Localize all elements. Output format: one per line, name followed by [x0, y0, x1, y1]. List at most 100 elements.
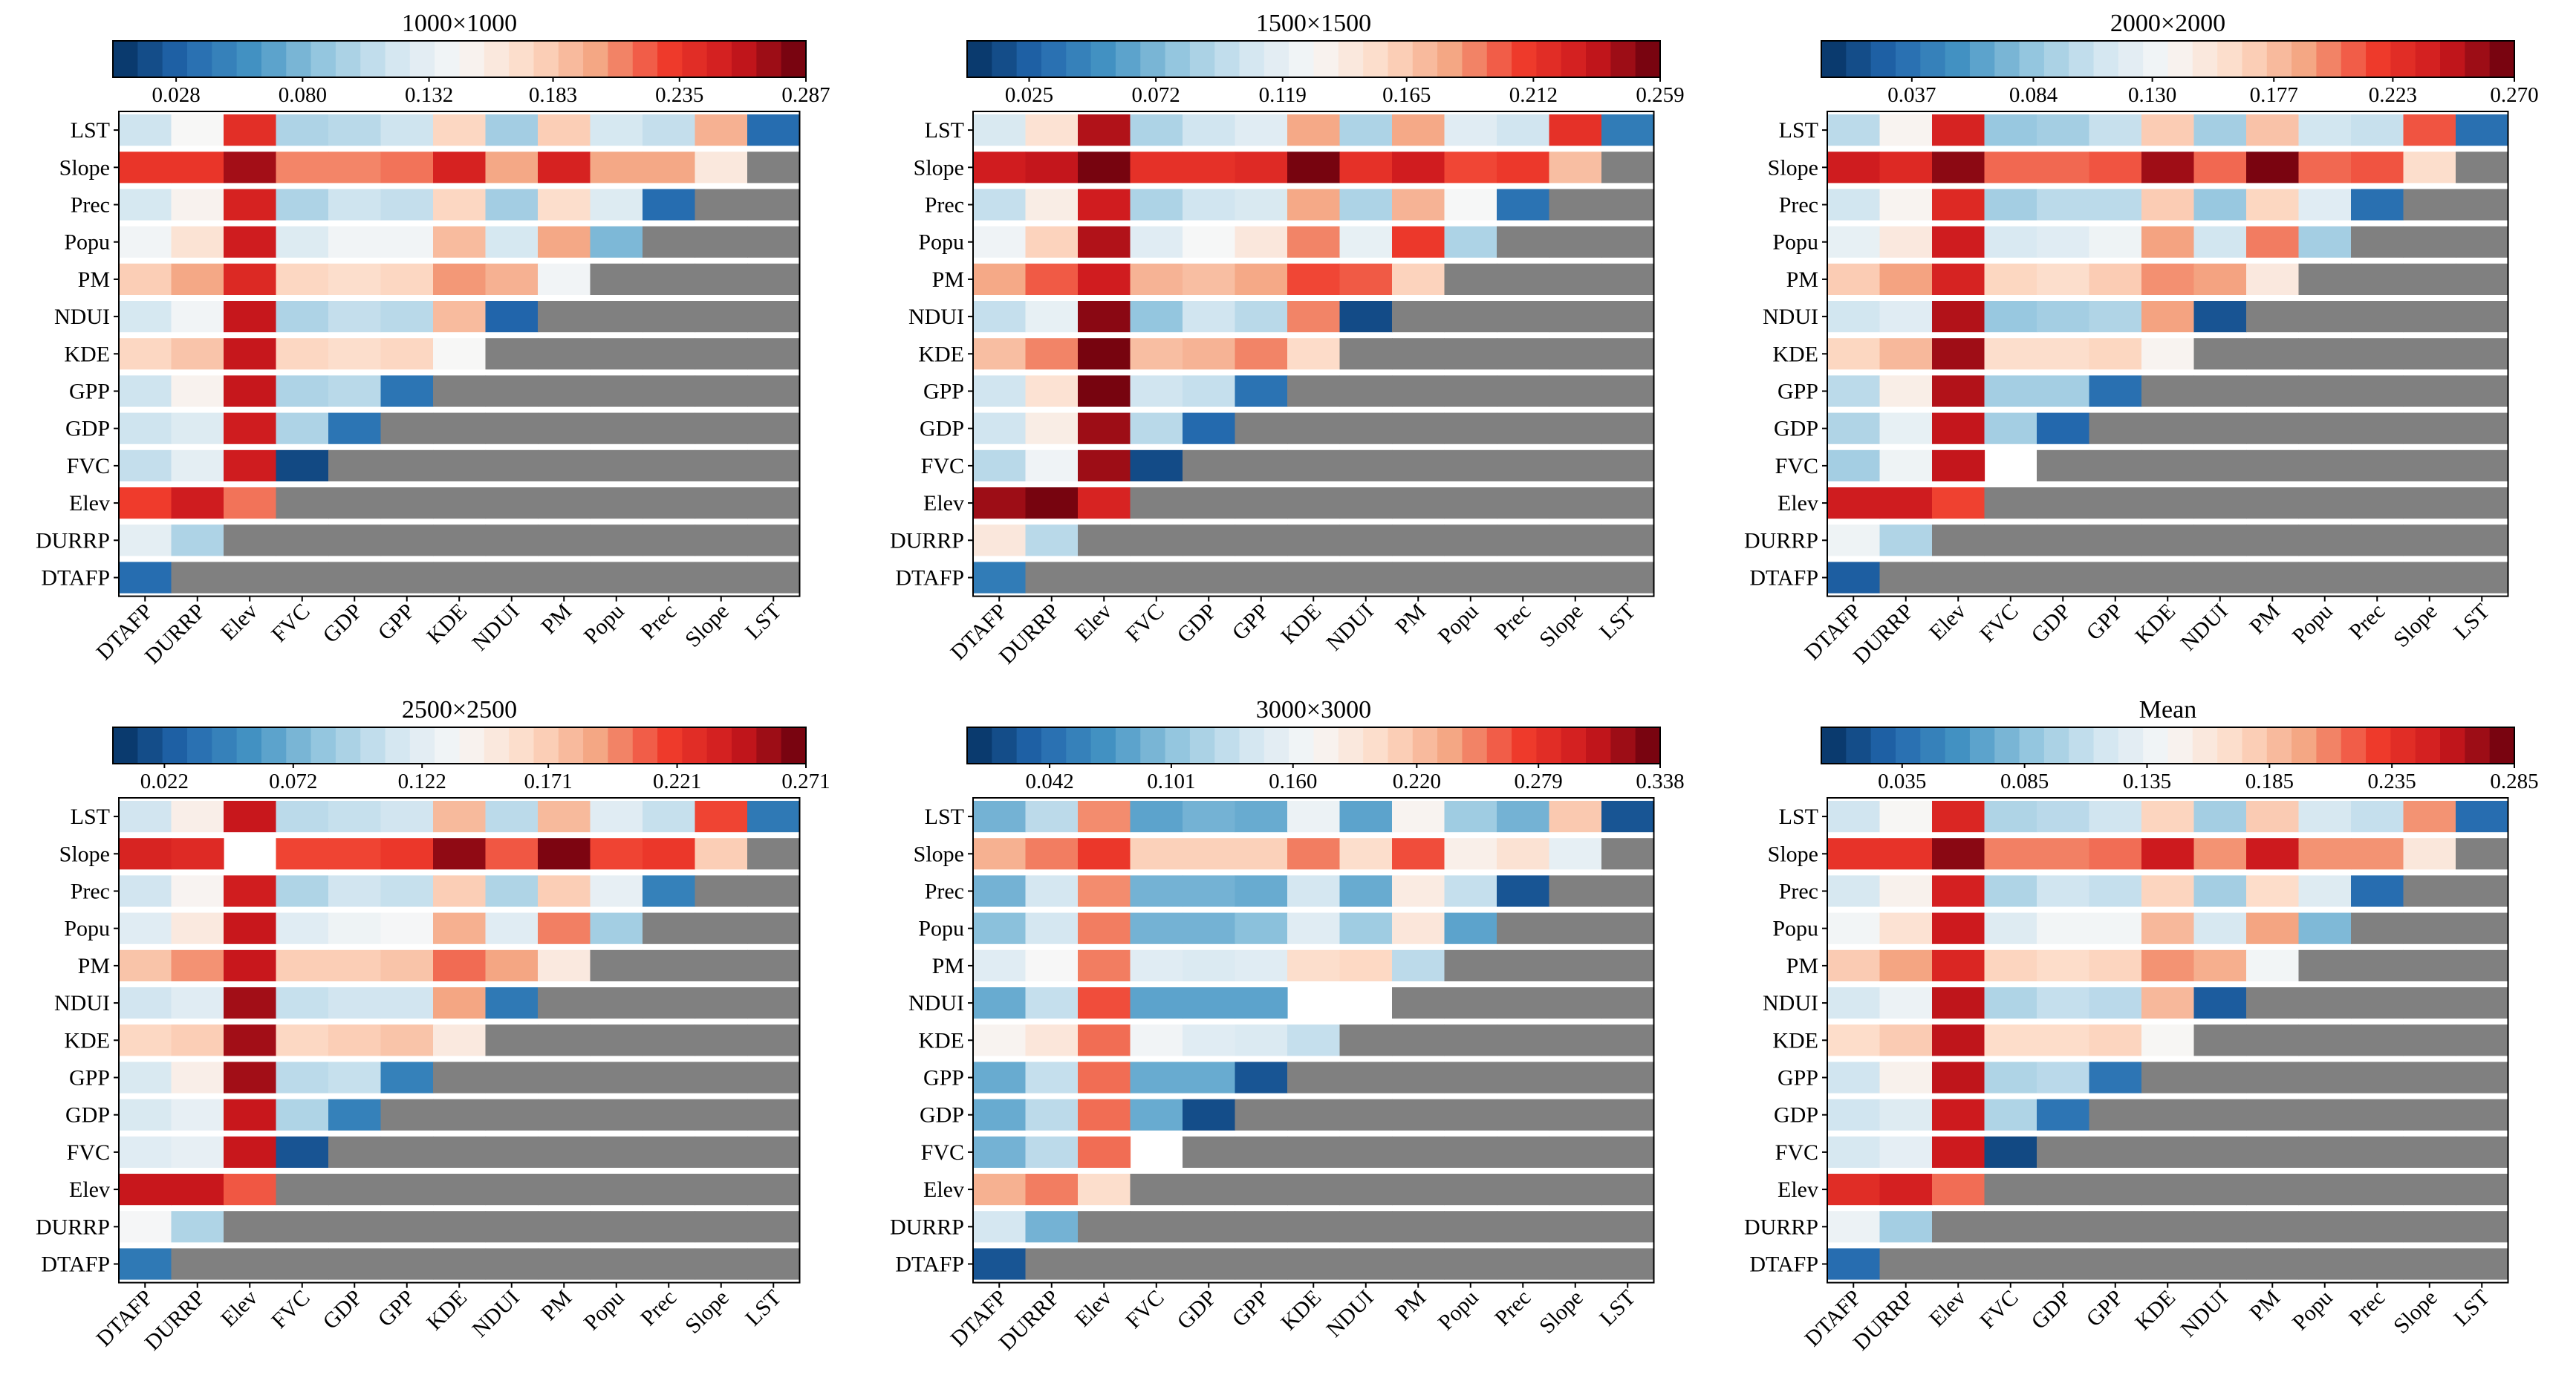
heatmap-cell: [1025, 524, 1079, 556]
masked-cell: [695, 263, 748, 295]
colorbar-segment: [2019, 727, 2045, 764]
heatmap-cell: [1879, 338, 1933, 370]
masked-cell: [538, 1136, 591, 1168]
masked-cell: [328, 1174, 382, 1206]
heatmap-cell: [2298, 801, 2352, 833]
y-tick-label: NDUI: [1763, 305, 1818, 329]
heatmap-cell: [171, 801, 224, 833]
x-tick-label: Popu: [579, 599, 629, 649]
masked-cell: [1130, 1248, 1183, 1280]
masked-cell: [2037, 562, 2090, 594]
masked-cell: [2403, 875, 2456, 907]
x-tick-label: Slope: [680, 1285, 734, 1339]
heatmap-cell: [433, 801, 487, 833]
heatmap-cell: [2037, 263, 2090, 295]
masked-cell: [1549, 912, 1602, 944]
heatmap-cell: [1392, 189, 1445, 221]
masked-cell: [2089, 1248, 2142, 1280]
heatmap-cell: [485, 838, 539, 870]
heatmap-cell: [328, 1062, 382, 1094]
heatmap-cell: [276, 412, 329, 444]
masked-cell: [1183, 1248, 1236, 1280]
masked-cell: [695, 189, 748, 221]
heatmap-cell: [1984, 375, 2037, 407]
masked-cell: [2141, 562, 2195, 594]
masked-cell: [590, 1062, 643, 1094]
heatmap-cell: [328, 226, 382, 258]
masked-cell: [2193, 338, 2247, 370]
masked-cell: [643, 524, 696, 556]
colorbar-segment: [732, 41, 757, 77]
masked-cell: [2403, 949, 2456, 981]
colorbar-frame: [112, 40, 807, 78]
masked-cell: [1601, 338, 1655, 370]
masked-cell: [1549, 189, 1602, 221]
y-tick-label: GDP: [65, 417, 110, 441]
masked-cell: [643, 1174, 696, 1206]
x-tick-label: Popu: [1434, 1285, 1483, 1335]
masked-cell: [538, 487, 591, 519]
heatmap-cell: [1183, 801, 1236, 833]
heatmap-cell: [1549, 114, 1602, 146]
colorbar-segment: [657, 41, 683, 77]
heatmap-cell: [1827, 114, 1881, 146]
colorbar-segment: [1115, 41, 1141, 77]
masked-cell: [538, 1099, 591, 1131]
heatmap-cell: [747, 801, 801, 833]
y-tick-label: Prec: [1779, 193, 1818, 218]
masked-cell: [2246, 1174, 2300, 1206]
colorbar-segment: [2292, 41, 2318, 77]
x-tick-label: FVC: [267, 599, 315, 647]
heatmap-cell: [380, 801, 434, 833]
heatmap-cell: [224, 801, 277, 833]
heatmap-cell: [1444, 801, 1497, 833]
heatmap-cell: [433, 263, 487, 295]
heatmap-cell: [1235, 801, 1288, 833]
heatmap-cell: [328, 1099, 382, 1131]
heatmap-cell: [1879, 987, 1933, 1019]
y-tick-label: NDUI: [908, 991, 964, 1016]
colorbar-segment: [1512, 727, 1537, 764]
masked-cell: [2403, 301, 2456, 333]
y-tick-label: Prec: [925, 193, 964, 218]
heatmap-cell: [2037, 801, 2090, 833]
masked-cell: [538, 338, 591, 370]
heatmap-cell: [1025, 301, 1079, 333]
heatmap-cell: [1879, 1174, 1933, 1206]
heatmap-cell: [2089, 912, 2142, 944]
heatmap-cell: [1025, 338, 1079, 370]
masked-cell: [171, 1248, 224, 1280]
masked-cell: [2037, 1211, 2090, 1243]
heatmap-cell: [1392, 114, 1445, 146]
masked-cell: [747, 1099, 801, 1131]
colorbar-segment: [632, 727, 658, 764]
y-tick-label: LST: [925, 805, 964, 829]
y-tick-label: FVC: [67, 1140, 110, 1165]
heatmap-cell: [119, 226, 172, 258]
masked-cell: [2298, 949, 2352, 981]
masked-cell: [1392, 1211, 1445, 1243]
heatmap-cell: [1183, 412, 1236, 444]
heatmap-cell: [2246, 875, 2300, 907]
heatmap-cell: [2037, 987, 2090, 1019]
masked-cell: [538, 987, 591, 1019]
x-tick-label: LST: [741, 1285, 786, 1330]
heatmap-cell: [643, 801, 696, 833]
masked-cell: [2351, 487, 2404, 519]
heatmap-cell: [1235, 375, 1288, 407]
heatmap-cell: [1827, 875, 1881, 907]
colorbar-segment: [1561, 727, 1587, 764]
heatmap-cell: [1287, 263, 1341, 295]
heatmap-cell: [1879, 189, 1933, 221]
heatmap-cell: [1879, 301, 1933, 333]
colorbar-segment: [1412, 727, 1438, 764]
colorbar-segment: [1090, 727, 1116, 764]
colorbar-segment: [1437, 727, 1463, 764]
masked-cell: [2456, 1174, 2509, 1206]
x-tick-label: KDE: [422, 1285, 472, 1335]
masked-cell: [2456, 949, 2509, 981]
heatmap-cell: [1827, 912, 1881, 944]
masked-cell: [747, 152, 801, 183]
y-tick-label: FVC: [921, 454, 964, 478]
masked-cell: [380, 524, 434, 556]
